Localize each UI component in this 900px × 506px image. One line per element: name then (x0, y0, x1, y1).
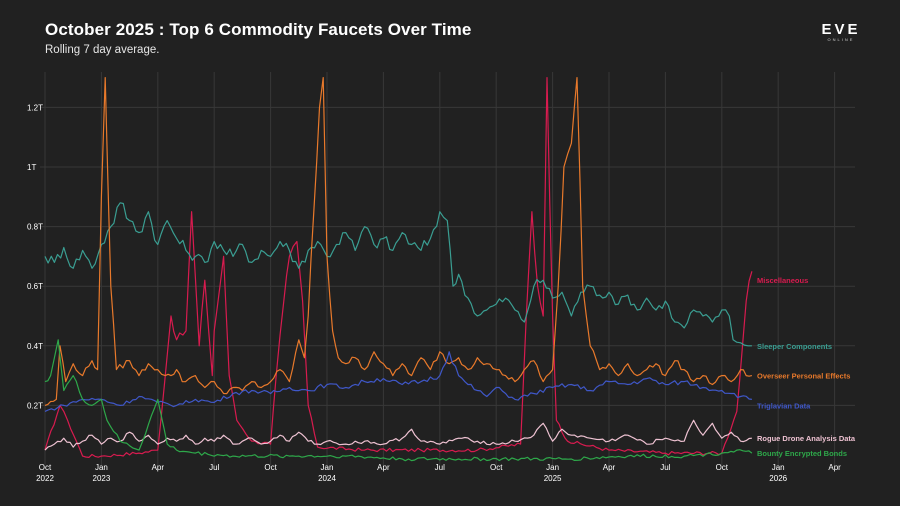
x-tick-label: Apr (377, 463, 390, 472)
x-tick-label: Jul (435, 463, 445, 472)
x-tick-label: Oct (39, 463, 52, 472)
series-line-triglavian-data (44, 351, 752, 412)
y-tick-label: 1.2T (27, 103, 43, 112)
series-label-rogue-drone-analysis-data: Rogue Drone Analysis Data (757, 434, 856, 443)
x-tick-year-label: 2026 (769, 474, 787, 483)
x-tick-label: Oct (264, 463, 277, 472)
x-tick-label: Jan (321, 463, 334, 472)
logo-wordmark: EVE (821, 21, 861, 38)
series-label-sleeper-components: Sleeper Components (757, 342, 832, 351)
x-tick-label: Apr (152, 463, 165, 472)
series-label-bounty-encrypted-bonds: Bounty Encrypted Bonds (757, 449, 847, 458)
x-tick-label: Oct (716, 463, 729, 472)
series-line-overseer-personal-effects (44, 77, 753, 406)
x-tick-label: Jan (772, 463, 785, 472)
chart-subtitle: Rolling 7 day average. (45, 44, 160, 56)
y-tick-label: 0.4T (27, 342, 43, 351)
series-label-overseer-personal-effects: Overseer Personal Effects (757, 372, 850, 381)
series-line-miscellaneous (44, 77, 753, 458)
x-tick-label: Jul (209, 463, 219, 472)
y-tick-label: 0.6T (27, 282, 43, 291)
y-tick-label: 0.8T (27, 223, 43, 232)
series-line-sleeper-components (44, 202, 752, 347)
series-line-bounty-encrypted-bonds (44, 339, 753, 462)
series-label-triglavian-data: Triglavian Data (757, 401, 811, 410)
eve-online-logo: EVE ONLINE (813, 22, 869, 43)
grid (40, 72, 855, 465)
x-tick-year-label: 2025 (544, 474, 562, 483)
x-tick-label: Jul (660, 463, 670, 472)
y-tick-label: 1T (27, 163, 36, 172)
x-tick-label: Jan (546, 463, 559, 472)
x-tick-year-label: 2024 (318, 474, 336, 483)
logo-subtext: ONLINE (827, 37, 855, 42)
x-tick-label: Apr (828, 463, 841, 472)
series-labels: Miscellaneous Sleeper Components Overseer … (757, 276, 856, 458)
series-label-miscellaneous: Miscellaneous (757, 276, 808, 285)
series-line-rogue-drone-analysis-data (44, 419, 752, 451)
x-tick-year-label: 2023 (93, 474, 111, 483)
y-tick-label: 0.2T (27, 401, 43, 410)
chart-title: October 2025 : Top 6 Commodity Faucets O… (45, 20, 472, 39)
x-tick-label: Jan (95, 463, 108, 472)
x-tick-label: Apr (603, 463, 616, 472)
axes: 0.2T 0.4T 0.6T 0.8T 1T 1.2T Oct 2022 Jan 2023 Apr J… (27, 103, 841, 483)
series-lines (44, 77, 753, 462)
x-tick-year-label: 2022 (36, 474, 54, 483)
x-tick-label: Oct (490, 463, 503, 472)
